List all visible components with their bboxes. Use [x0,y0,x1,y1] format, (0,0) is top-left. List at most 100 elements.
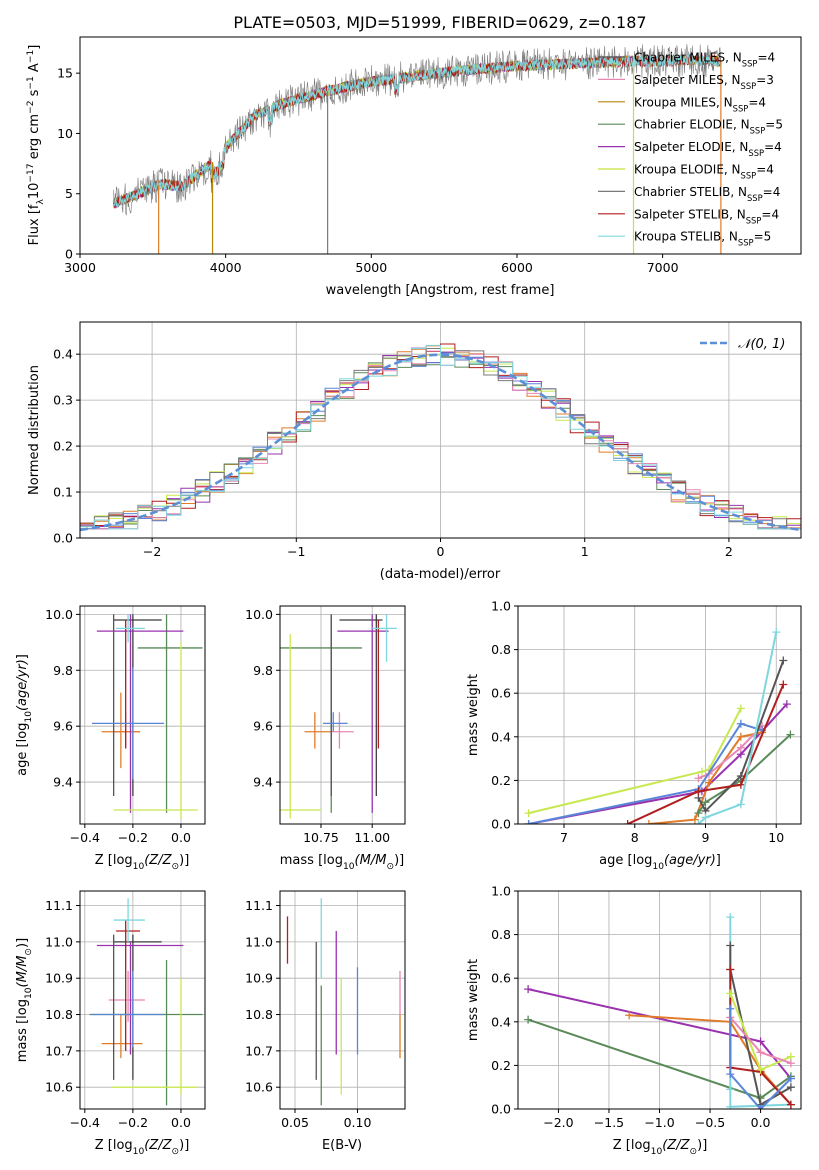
series-line [627,684,785,824]
x-tick-label: 7000 [647,260,679,275]
x-tick-label: 0.0 [751,1115,771,1130]
series-marker [736,732,745,741]
series-marker [694,787,703,796]
y-tick-label: 10.9 [245,971,273,986]
x-tick-label: 5000 [355,260,387,275]
legend-label: Chabrier ELODIE, NSSP=5 [634,118,783,136]
series-marker [701,798,710,807]
series-line [729,1008,792,1109]
plot-area [89,898,203,1106]
y-tick-label: 9.8 [53,663,73,678]
axes-frame [279,605,406,825]
x-tick-label: −0.5 [695,1115,725,1130]
x-tick-label: 3000 [64,260,96,275]
y-tick-label: 0.0 [53,531,73,546]
y-tick-label: 9.6 [53,719,73,734]
series-marker [772,628,781,637]
y-tick-label: 5 [65,186,73,201]
histogram-step [80,344,801,530]
series-marker [726,1070,735,1079]
series-marker [786,1059,795,1068]
y-tick-label: 11.1 [45,898,73,913]
series-marker [726,1085,735,1094]
y-axis-label: Normed distribution [27,365,42,495]
y-tick-label: 10.6 [245,1080,273,1095]
axes-age_vs_mass: 10.75 11.00 9.4 9.6 9.8 10.0 mass [log10(M/M⊙)… [245,605,406,872]
series-marker [756,1065,765,1074]
x-axis-label: Z [log10(Z/Z⊙)] [95,853,190,872]
y-tick-label: 0.0 [491,1102,511,1117]
axes-frame [79,605,206,825]
y-axis-label: Flux [fλ10−17 erg cm−2 s−1 A−1] [26,45,46,246]
y-tick-label: 0.2 [53,439,73,454]
x-tick-label: 0.0 [171,830,191,845]
series-line [698,725,763,780]
x-tick-label: 6000 [501,260,533,275]
y-tick-label: 10.6 [45,1080,73,1095]
series-line [528,722,763,824]
series-marker [786,1083,795,1092]
figure-title: PLATE=0503, MJD=51999, FIBERID=0629, z=0… [233,13,646,32]
series-line [729,945,792,1107]
series-marker [697,767,706,776]
plot-area [524,628,795,824]
x-tick-label: −0.2 [118,1115,148,1130]
y-tick-label: 9.8 [253,663,273,678]
series-line [697,660,785,813]
x-tick-label: 1 [581,544,589,559]
series-marker [623,820,632,824]
series-marker [779,680,788,689]
series-marker [644,820,653,824]
x-tick-label: 2 [725,544,733,559]
series-marker [786,1074,795,1083]
series-marker [726,941,735,950]
axes-spectrum: 3000 4000 5000 6000 7000 0 5 10 15 Chabrier MILES… [26,36,802,298]
x-tick-label: −2.0 [543,1115,573,1130]
x-axis-label: E(B-V) [322,1138,362,1153]
legend-label: Salpeter STELIB, NSSP=4 [634,207,779,225]
legend-label: 𝒩(0, 1) [738,337,785,352]
series-line [697,631,778,824]
legend-label: Salpeter MILES, NSSP=3 [634,73,774,91]
y-tick-label: 0.6 [491,686,511,701]
series-marker [726,1004,735,1013]
y-tick-label: 0 [65,247,73,262]
y-tick-label: 0.2 [491,773,511,788]
x-tick-label: 10 [768,830,784,845]
y-tick-label: 1.0 [491,599,511,614]
series-marker [524,809,533,818]
legend-label: Chabrier MILES, NSSP=4 [634,51,775,69]
y-tick-label: 0.4 [491,729,511,744]
y-tick-label: 10.9 [45,971,73,986]
x-tick-label: 9 [702,830,710,845]
y-axis-label: age [log10(age/yr)] [15,654,34,776]
series-marker [756,1105,765,1109]
legend-label: Salpeter ELODIE, NSSP=4 [634,140,782,158]
y-axis-label: mass weight [466,959,481,1041]
series-marker [705,778,714,787]
legend-label: Kroupa ELODIE, NSSP=4 [634,163,774,181]
axes-frame [517,605,802,825]
x-tick-label: −0.4 [70,830,100,845]
y-tick-label: 0.2 [491,1058,511,1073]
legend-label: Kroupa MILES, NSSP=4 [634,95,766,113]
plot-area [280,614,397,819]
series-marker [736,800,745,809]
y-tick-label: 15 [57,66,73,81]
legend-label: Kroupa STELIB, NSSP=5 [634,230,771,248]
y-tick-label: 10.7 [45,1043,73,1058]
axes-frame [79,36,802,255]
x-axis-label: Z [log10(Z/Z⊙)] [95,1138,190,1157]
y-tick-label: 10.0 [45,607,73,622]
y-tick-label: 0.4 [53,347,73,362]
x-tick-label: 0 [437,544,445,559]
x-tick-label: −0.2 [118,830,148,845]
y-tick-label: 10 [57,126,73,141]
series-marker [694,820,703,824]
y-tick-label: 9.4 [253,775,273,790]
x-tick-label: 4000 [210,260,242,275]
y-tick-label: 1.0 [491,884,511,899]
spectrum-line [113,53,722,209]
series-marker [726,965,735,974]
